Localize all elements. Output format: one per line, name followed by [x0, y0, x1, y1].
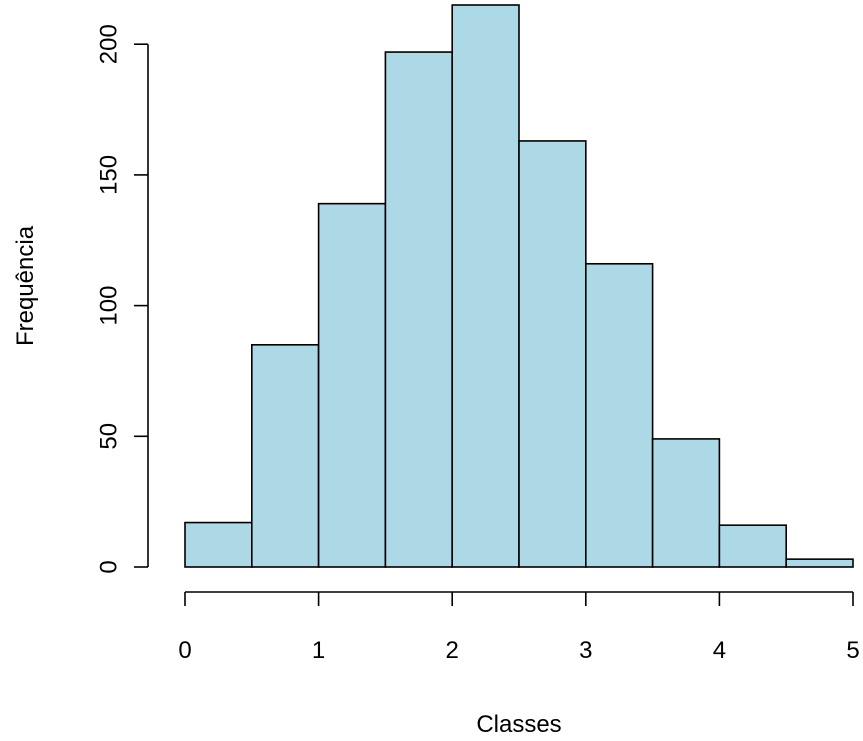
histogram-bar-0 [184, 521, 253, 568]
x-tick-label: 4 [713, 637, 726, 664]
histogram-bar-4 [451, 4, 520, 568]
histogram-bar-2 [317, 202, 387, 568]
x-tick-label: 2 [446, 637, 459, 664]
y-tick-label: 200 [95, 24, 122, 64]
y-axis: 0 50 100 150 200 [95, 24, 149, 574]
histogram-bar-3 [384, 51, 453, 568]
histogram-bar-9 [785, 558, 854, 568]
x-axis-title: Classes [476, 711, 561, 738]
y-tick-label: 100 [95, 286, 122, 326]
histogram-bar-8 [718, 524, 788, 568]
y-tick-label: 50 [95, 423, 122, 450]
x-axis: 0 1 2 3 4 5 [178, 591, 860, 664]
bars [184, 4, 854, 568]
histogram-bar-6 [584, 262, 654, 568]
x-tick-label: 3 [579, 637, 592, 664]
y-tick-label: 150 [95, 155, 122, 195]
x-tick-label: 1 [312, 637, 325, 664]
y-axis-title: Frequência [12, 225, 39, 346]
y-tick-label: 0 [95, 560, 122, 573]
histogram-bar-7 [651, 438, 721, 568]
histogram-bar-5 [518, 140, 587, 568]
x-tick-label: 0 [178, 637, 191, 664]
histogram-bar-1 [251, 344, 320, 568]
x-tick-label: 5 [846, 637, 859, 664]
